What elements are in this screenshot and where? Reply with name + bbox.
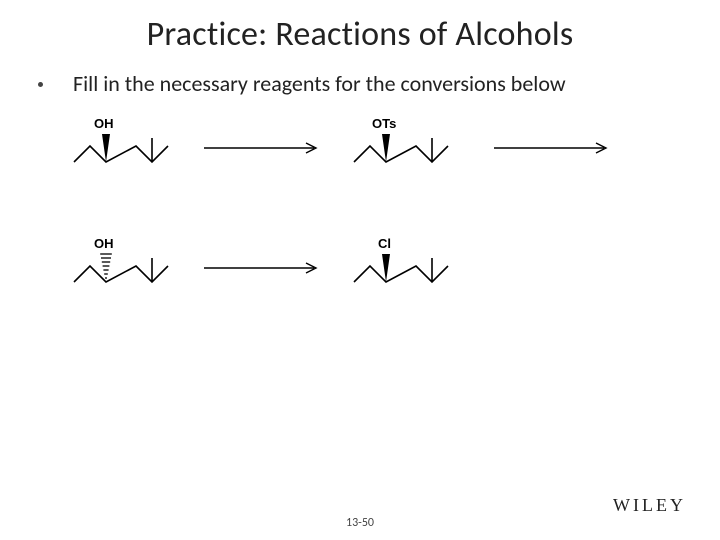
row1-mol2-label: OTs	[372, 116, 396, 131]
row2-mol1: OH	[74, 236, 168, 282]
row1-arrow1-icon	[204, 143, 316, 153]
page-number: 13-50	[0, 516, 720, 530]
reaction-diagram: OH OTs OH	[64, 104, 684, 364]
row2-mol1-label: OH	[94, 236, 114, 251]
slide-title: Practice: Reactions of Alcohols	[0, 14, 720, 55]
slide: Practice: Reactions of Alcohols Fill in …	[0, 0, 720, 540]
row2-mol2-label: Cl	[378, 236, 391, 251]
reaction-svg: OH OTs OH	[64, 104, 684, 364]
row2-arrow1-icon	[204, 263, 316, 273]
bullet-dot-icon	[38, 82, 43, 87]
row1-mol1: OH	[74, 116, 168, 162]
row2-mol2: Cl	[354, 236, 448, 282]
brand-logo: WILEY	[613, 495, 686, 516]
bullet-text: Fill in the necessary reagents for the c…	[73, 70, 566, 97]
bullet-row: Fill in the necessary reagents for the c…	[38, 70, 566, 97]
row1-mol2: OTs	[354, 116, 448, 162]
row1-arrow2-icon	[494, 143, 606, 153]
row1-mol1-label: OH	[94, 116, 114, 131]
